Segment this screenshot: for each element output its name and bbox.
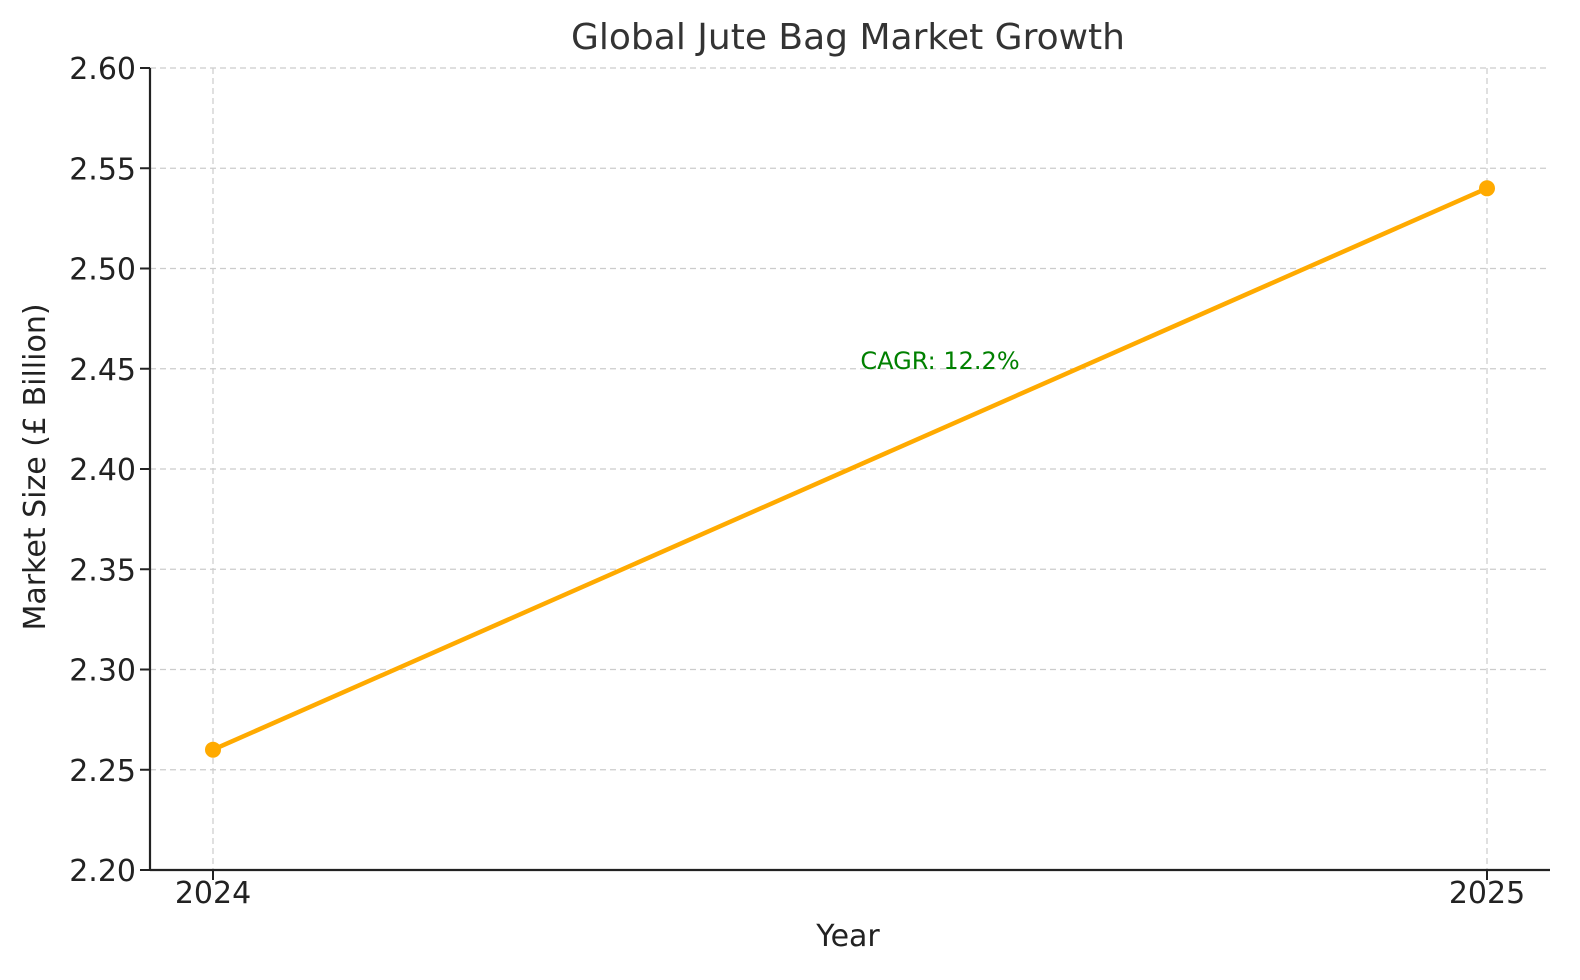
y-tick-label: 2.45 bbox=[69, 353, 136, 388]
data-point bbox=[205, 741, 221, 758]
y-tick-label: 2.25 bbox=[69, 754, 136, 789]
x-tick-label: 2025 bbox=[1449, 876, 1525, 911]
y-tick-label: 2.55 bbox=[69, 152, 136, 187]
series-line bbox=[210, 186, 1490, 752]
y-tick-label: 2.60 bbox=[69, 52, 136, 87]
y-axis-label: Market Size (£ Billion) bbox=[18, 303, 53, 630]
cagr-annotation: CAGR: 12.2% bbox=[860, 347, 1019, 375]
y-tick-label: 2.35 bbox=[69, 553, 136, 588]
data-point bbox=[1479, 180, 1495, 197]
series-layer bbox=[205, 180, 1495, 758]
y-tick-label: 2.50 bbox=[69, 253, 136, 288]
y-ticks: 2.20 2.25 2.30 2.35 2.40 2.45 2.50 2.55 2.60 bbox=[69, 52, 150, 889]
y-tick-label: 2.20 bbox=[69, 854, 136, 889]
x-ticks: 2024 2025 bbox=[175, 870, 1525, 911]
x-tick-label: 2024 bbox=[175, 876, 251, 911]
chart-title: Global Jute Bag Market Growth bbox=[571, 17, 1125, 58]
y-tick-label: 2.40 bbox=[69, 453, 136, 488]
x-axis-label: Year bbox=[815, 919, 880, 954]
y-tick-label: 2.30 bbox=[69, 654, 136, 689]
